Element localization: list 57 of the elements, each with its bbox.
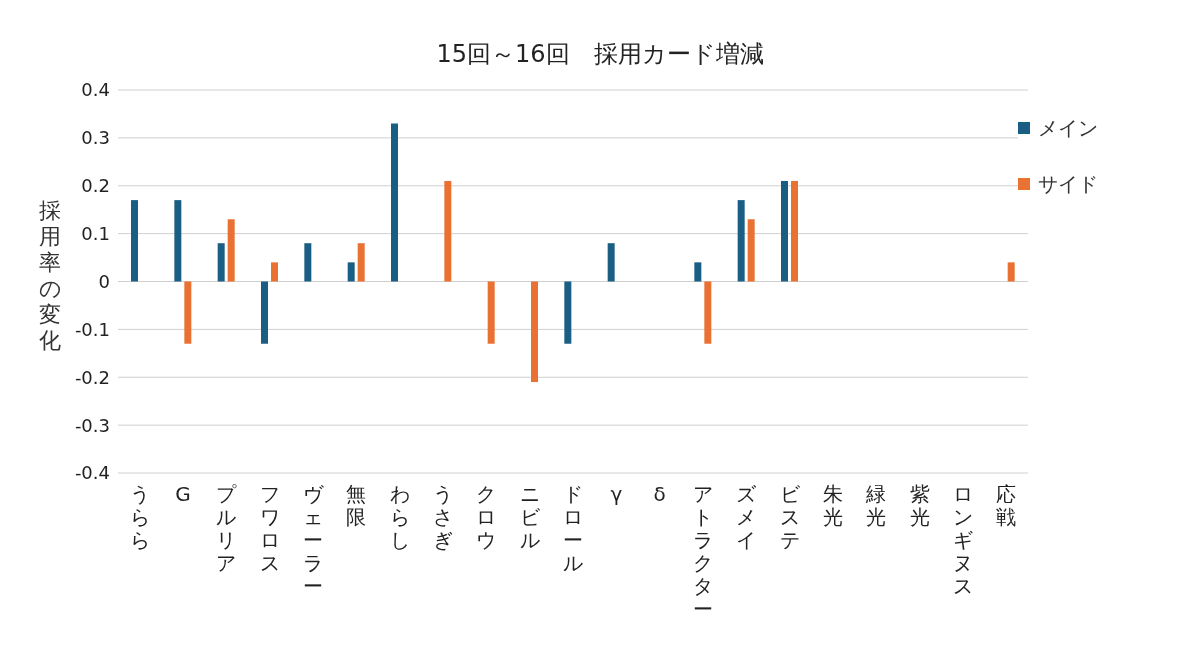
bar [184, 281, 192, 344]
y-tick-label: 0 [98, 270, 110, 292]
x-tick-label: γ [610, 482, 623, 506]
x-tick-label: ニビル [519, 482, 541, 552]
bar [174, 200, 182, 282]
y-tick-label: 0.1 [81, 223, 110, 245]
bar [737, 200, 745, 282]
x-tick-label: ヴェーラー [303, 482, 324, 598]
legend-label: メイン [1038, 115, 1098, 142]
bar [1007, 262, 1015, 282]
y-tick-label: -0.3 [74, 414, 110, 436]
x-tick-label: G [175, 482, 191, 506]
bar [271, 262, 278, 282]
bar [131, 200, 138, 282]
bar [357, 243, 365, 282]
y-axis-title: 採用率の変化 [38, 198, 62, 354]
bar [444, 180, 452, 282]
bar [217, 243, 225, 282]
y-tick-label: -0.2 [74, 366, 110, 388]
y-tick-label: 0.2 [81, 175, 110, 197]
x-tick-label: ビステ [779, 482, 801, 552]
x-tick-label: クロウ [476, 482, 497, 552]
x-tick-label: δ [653, 482, 666, 506]
bar [747, 219, 755, 282]
bar [531, 281, 538, 383]
y-tick-label: 0.3 [81, 127, 110, 149]
bar [607, 243, 615, 282]
x-tick-label: うらら [129, 482, 150, 552]
bar [487, 281, 495, 344]
bar [261, 281, 268, 344]
bar [704, 281, 712, 344]
x-tick-label: 緑光 [865, 482, 887, 529]
x-tick-label: プルリア [216, 482, 238, 575]
y-tick-label: -0.4 [74, 462, 110, 484]
bar [227, 219, 235, 282]
x-tick-label: アトラクター [693, 482, 713, 621]
legend-label: サイド [1038, 171, 1098, 198]
x-tick-label: ズメイ [736, 482, 758, 552]
bar [564, 281, 572, 344]
x-tick-label: うさぎ [433, 482, 453, 552]
x-tick-label: ドロール [563, 482, 583, 575]
x-tick-label: 朱光 [823, 482, 843, 529]
bar [304, 243, 312, 282]
bar [791, 180, 798, 282]
x-tick-label: フワロス [259, 482, 280, 575]
bar [391, 123, 398, 282]
x-tick-label: 無限 [346, 482, 367, 529]
y-tick-label: 0.4 [81, 79, 110, 101]
bar [781, 180, 788, 282]
x-tick-label: 応戦 [996, 482, 1017, 529]
x-tick-label: わらし [389, 482, 410, 552]
bar [694, 262, 702, 282]
chart-title: 15回～16回 採用カード増減 [435, 39, 765, 70]
y-tick-label: -0.1 [74, 318, 110, 340]
x-tick-label: ロンギヌス [953, 482, 973, 598]
bar [347, 262, 355, 282]
x-tick-label: 紫光 [909, 482, 930, 529]
